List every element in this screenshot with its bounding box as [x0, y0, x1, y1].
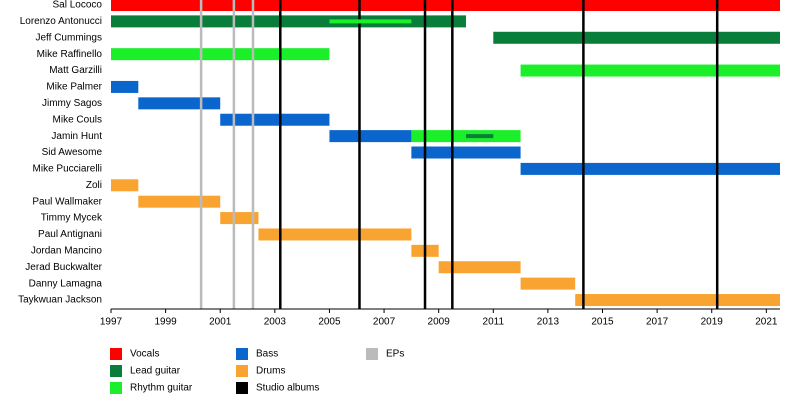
legend-swatch [236, 382, 248, 394]
legend-label: Vocals [130, 349, 159, 360]
x-tick-label: 2003 [264, 317, 287, 328]
member-label: Sal Lococo [53, 0, 103, 11]
member-bar [575, 294, 780, 307]
member-bar [258, 228, 412, 241]
member-bar [493, 31, 780, 44]
member-label: Timmy Mycek [41, 213, 103, 224]
member-bar [111, 179, 139, 192]
member-label: Jeff Cummings [35, 32, 102, 43]
x-tick-label: 2009 [428, 317, 451, 328]
x-tick-label: 2001 [209, 317, 232, 328]
legend-label: Bass [256, 349, 278, 360]
x-tick-label: 2007 [373, 317, 396, 328]
x-tick-label: 2013 [537, 317, 560, 328]
legend-swatch [110, 382, 122, 394]
member-label: Paul Wallmaker [32, 196, 102, 207]
member-label: Mike Raffinello [37, 49, 103, 60]
member-label: Lorenzo Antonucci [20, 16, 102, 27]
member-bar [520, 162, 780, 175]
x-tick-label: 2011 [483, 317, 505, 328]
member-bar [438, 261, 521, 274]
member-label: Jordan Mancino [31, 245, 103, 256]
member-bar [411, 146, 521, 159]
member-label: Mike Couls [53, 114, 102, 125]
member-label: Matt Garzilli [49, 65, 102, 76]
x-tick-label: 2021 [755, 317, 778, 328]
x-tick-label: 2019 [701, 317, 724, 328]
member-bar [520, 64, 780, 77]
member-label: Jerad Buckwalter [25, 262, 102, 273]
member-bar-secondary [465, 134, 494, 139]
x-tick-label: 1999 [154, 317, 177, 328]
member-bar [138, 97, 221, 110]
member-label: Zoli [86, 180, 102, 191]
x-tick-label: 2015 [591, 317, 614, 328]
legend-label: Lead guitar [130, 366, 181, 377]
member-bar [411, 130, 521, 143]
member-label: Jimmy Sagos [42, 98, 102, 109]
x-tick-label: 2017 [646, 317, 669, 328]
member-label: Mike Palmer [46, 82, 102, 93]
member-label: Danny Lamagna [29, 278, 103, 289]
member-bar [329, 130, 412, 143]
legend-label: Studio albums [256, 383, 319, 394]
member-label: Paul Antignani [38, 229, 102, 240]
member-label: Sid Awesome [42, 147, 103, 158]
member-bar [111, 48, 330, 61]
x-tick-label: 1997 [100, 317, 123, 328]
member-label: Mike Pucciarelli [33, 164, 102, 175]
member-bar-secondary [329, 19, 412, 24]
member-bar [138, 195, 221, 208]
legend-swatch [236, 365, 248, 377]
legend-swatch [236, 348, 248, 360]
legend-label: EPs [386, 349, 404, 360]
member-label: Jamin Hunt [51, 131, 102, 142]
legend-swatch [110, 365, 122, 377]
member-bar [111, 15, 466, 28]
member-bar [220, 113, 330, 126]
member-bar [520, 277, 576, 290]
legend-swatch [110, 348, 122, 360]
member-bar [220, 212, 259, 225]
member-bar [111, 80, 139, 93]
legend-label: Drums [256, 366, 285, 377]
member-bar [111, 0, 780, 11]
legend-swatch [366, 348, 378, 360]
legend-label: Rhythm guitar [130, 383, 193, 394]
x-tick-label: 2005 [318, 317, 341, 328]
member-label: Taykwuan Jackson [18, 295, 102, 306]
